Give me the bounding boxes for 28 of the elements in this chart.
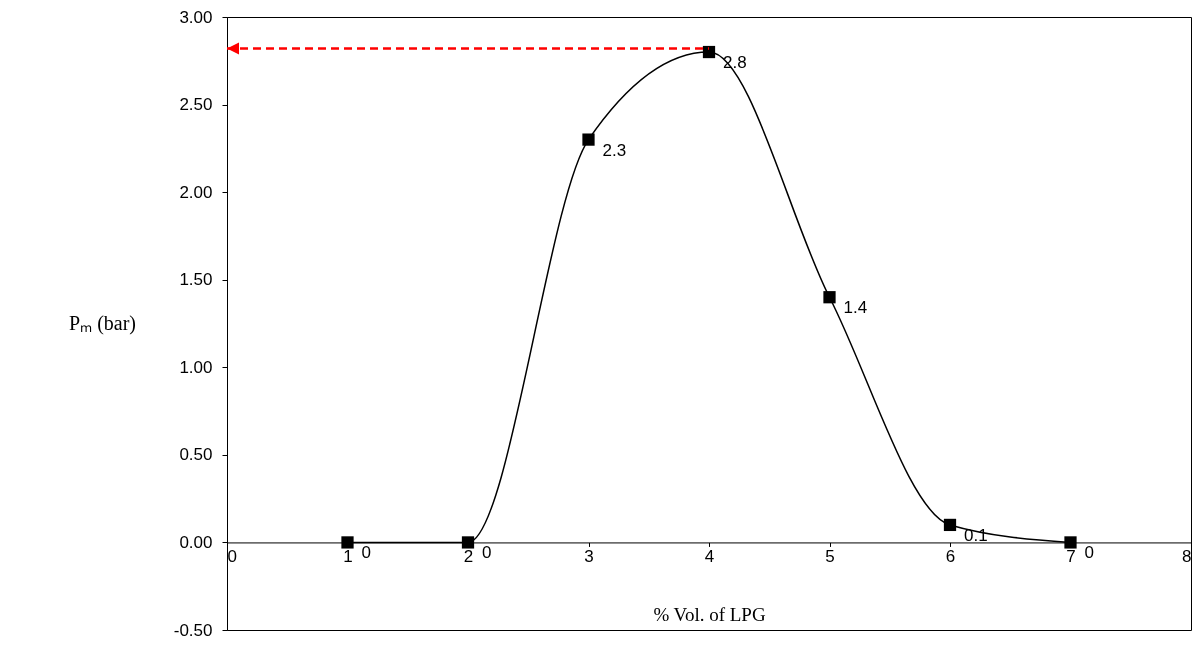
point: [341, 536, 354, 549]
data-label: 2.3: [602, 140, 627, 160]
data-label: 1.4: [843, 298, 868, 318]
y-tick-label: 1.50: [179, 270, 213, 290]
y-axis-title: Pₘ (bar): [69, 312, 136, 335]
x-tick-label: 4: [704, 546, 715, 566]
x-tick-label: 7: [1066, 546, 1076, 566]
point: [823, 291, 836, 304]
point: [943, 518, 957, 532]
point: [702, 45, 716, 59]
y-tick-label: -0.50: [173, 620, 213, 640]
x-axis-title: % Vol. of LPG: [653, 603, 766, 625]
point: [582, 133, 595, 146]
point: [461, 536, 475, 549]
x-tick-label: 6: [945, 546, 956, 566]
x-tick-label: 1: [343, 546, 353, 566]
x-tick-label: 2: [463, 546, 474, 566]
y-tick-label: 0.00: [179, 532, 213, 552]
y-tick-label: 3.00: [179, 7, 213, 27]
point: [1064, 536, 1077, 549]
y-tick-label: 0.50: [179, 445, 213, 465]
y-tick-label: 1.00: [179, 357, 213, 377]
y-tick-label: 2.50: [179, 95, 213, 115]
x-tick-label: 0: [227, 546, 237, 566]
x-tick-label: 8: [1182, 546, 1192, 566]
x-tick-label: 3: [584, 546, 594, 566]
y-tick-label: 2.00: [179, 182, 213, 202]
x-tick-label: 5: [825, 546, 835, 566]
